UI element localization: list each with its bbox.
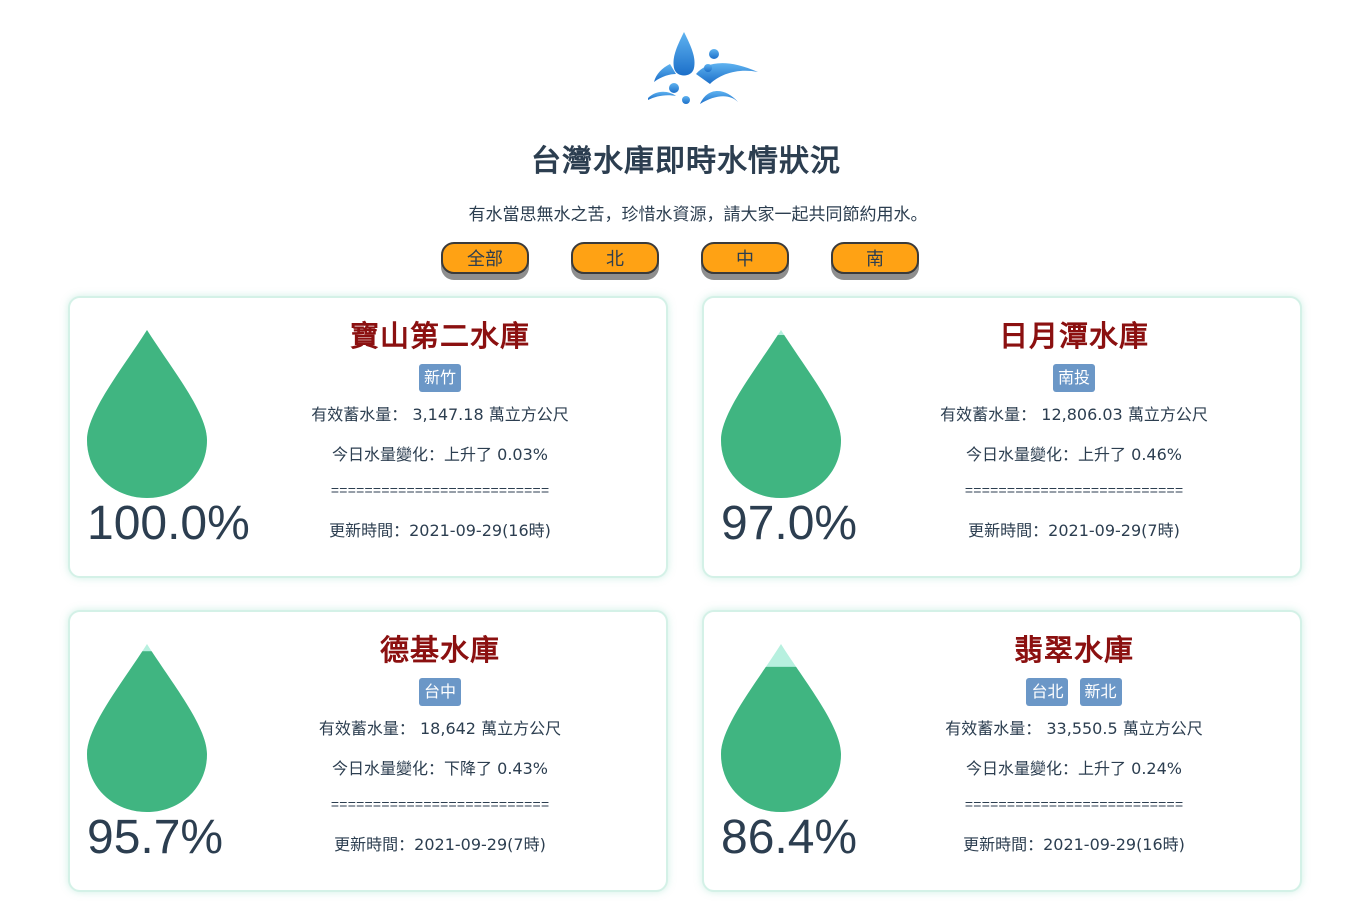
change-label: 今日水量變化： (332, 445, 445, 464)
updated-value: 2021-09-29(7時) (1048, 521, 1180, 540)
updated-line: 更新時間：2021-09-29(7時) (924, 521, 1224, 541)
water-level-drop (721, 644, 841, 812)
change-value: 上升了 0.03% (444, 445, 548, 464)
updated-value: 2021-09-29(16時) (409, 521, 551, 540)
separator: ========================== (330, 798, 550, 814)
separator: ========================== (330, 484, 550, 500)
storage-value: 18,642 (420, 719, 476, 738)
water-level-drop (721, 330, 841, 498)
change-label: 今日水量變化： (966, 759, 1079, 778)
reservoir-name: 寶山第二水庫 (349, 319, 530, 353)
change-line: 今日水量變化：上升了 0.46% (924, 445, 1224, 465)
reservoir-info: 寶山第二水庫 新竹 有效蓄水量： 3,147.18 萬立方公尺 今日水量變化：上… (290, 298, 590, 541)
updated-label: 更新時間： (334, 835, 415, 854)
storage-label: 有效蓄水量： (940, 405, 1037, 424)
water-level-percent: 97.0% (721, 497, 858, 550)
region-tag: 台北 (1026, 678, 1069, 706)
storage-unit: 萬立方公尺 (488, 405, 569, 424)
storage-line: 有效蓄水量： 33,550.5 萬立方公尺 (924, 719, 1224, 739)
storage-line: 有效蓄水量： 12,806.03 萬立方公尺 (924, 405, 1224, 425)
updated-line: 更新時間：2021-09-29(16時) (924, 835, 1224, 855)
storage-value: 3,147.18 (412, 405, 484, 424)
water-level-percent: 100.0% (87, 497, 250, 550)
change-value: 下降了 0.43% (444, 759, 548, 778)
region-tags: 台中 (290, 678, 590, 708)
region-tags: 新竹 (290, 364, 590, 394)
updated-label: 更新時間： (329, 521, 410, 540)
drop-water-fill (721, 335, 841, 498)
drop-water-fill (87, 330, 207, 498)
updated-line: 更新時間：2021-09-29(16時) (290, 521, 590, 541)
region-tags: 南投 (924, 364, 1224, 394)
separator: ========================== (964, 798, 1184, 814)
region-tag: 台中 (418, 678, 461, 706)
region-tags: 台北 新北 (924, 678, 1224, 708)
filter-south-button[interactable]: 南 (831, 242, 919, 274)
water-level-percent: 95.7% (87, 811, 224, 864)
storage-label: 有效蓄水量： (311, 405, 408, 424)
reservoir-info: 日月潭水庫 南投 有效蓄水量： 12,806.03 萬立方公尺 今日水量變化：上… (924, 298, 1224, 541)
updated-label: 更新時間： (968, 521, 1049, 540)
storage-unit: 萬立方公尺 (481, 719, 562, 738)
water-level-percent: 86.4% (721, 811, 858, 864)
storage-line: 有效蓄水量： 3,147.18 萬立方公尺 (290, 405, 590, 425)
updated-label: 更新時間： (963, 835, 1044, 854)
water-level-drop (87, 330, 207, 498)
filter-north-button[interactable]: 北 (571, 242, 659, 274)
water-splash-logo (648, 32, 758, 104)
reservoir-name: 翡翠水庫 (1013, 633, 1134, 667)
storage-line: 有效蓄水量： 18,642 萬立方公尺 (290, 719, 590, 739)
reservoir-info: 德基水庫 台中 有效蓄水量： 18,642 萬立方公尺 今日水量變化：下降了 0… (290, 612, 590, 855)
region-tag: 新竹 (418, 364, 461, 392)
change-line: 今日水量變化：上升了 0.03% (290, 445, 590, 465)
storage-label: 有效蓄水量： (945, 719, 1042, 738)
change-line: 今日水量變化：下降了 0.43% (290, 759, 590, 779)
storage-label: 有效蓄水量： (318, 719, 415, 738)
slogan-text: 有水當思無水之苦，珍惜水資源，請大家一起共同節約用水。 (468, 205, 928, 225)
drop-water-fill (87, 651, 207, 812)
reservoir-card: 86.4% 翡翠水庫 台北 新北 有效蓄水量： 33,550.5 萬立方公尺 今… (702, 610, 1302, 892)
region-filter-bar: 全部 北 中 南 (441, 242, 961, 286)
separator: ========================== (964, 484, 1184, 500)
storage-value: 12,806.03 (1041, 405, 1123, 424)
change-label: 今日水量變化： (332, 759, 445, 778)
storage-unit: 萬立方公尺 (1127, 405, 1208, 424)
reservoir-name: 日月潭水庫 (998, 319, 1149, 353)
water-level-drop (87, 644, 207, 812)
updated-value: 2021-09-29(7時) (414, 835, 546, 854)
change-value: 上升了 0.24% (1078, 759, 1182, 778)
reservoir-card: 100.0% 寶山第二水庫 新竹 有效蓄水量： 3,147.18 萬立方公尺 今… (68, 296, 668, 578)
drop-water-fill (721, 666, 841, 812)
region-tag: 新北 (1079, 678, 1122, 706)
change-line: 今日水量變化：上升了 0.24% (924, 759, 1224, 779)
change-value: 上升了 0.46% (1078, 445, 1182, 464)
reservoir-info: 翡翠水庫 台北 新北 有效蓄水量： 33,550.5 萬立方公尺 今日水量變化：… (924, 612, 1224, 855)
reservoir-card: 97.0% 日月潭水庫 南投 有效蓄水量： 12,806.03 萬立方公尺 今日… (702, 296, 1302, 578)
region-tag: 南投 (1052, 364, 1095, 392)
reservoir-name: 德基水庫 (379, 633, 500, 667)
storage-unit: 萬立方公尺 (1122, 719, 1203, 738)
storage-value: 33,550.5 (1046, 719, 1118, 738)
reservoir-card: 95.7% 德基水庫 台中 有效蓄水量： 18,642 萬立方公尺 今日水量變化… (68, 610, 668, 892)
filter-all-button[interactable]: 全部 (441, 242, 529, 274)
change-label: 今日水量變化： (966, 445, 1079, 464)
filter-central-button[interactable]: 中 (701, 242, 789, 274)
page-title: 台灣水庫即時水情狀況 (531, 144, 841, 179)
updated-line: 更新時間：2021-09-29(7時) (290, 835, 590, 855)
updated-value: 2021-09-29(16時) (1043, 835, 1185, 854)
